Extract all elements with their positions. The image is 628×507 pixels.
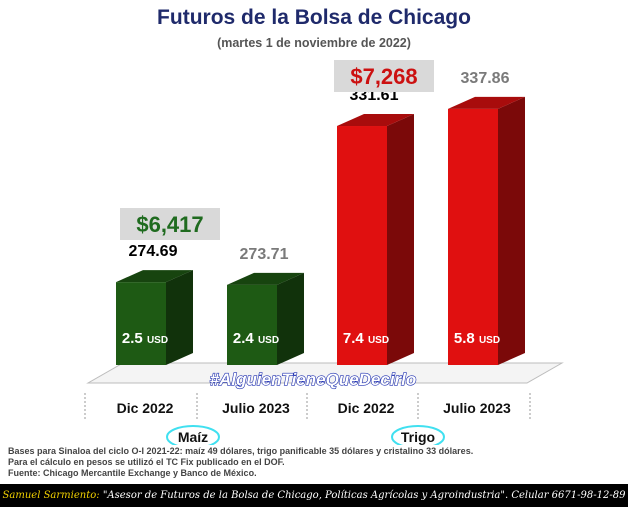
bar (448, 108, 498, 365)
callout-value: $7,268 (350, 64, 417, 89)
note-line: Fuente: Chicago Mercantile Exchange y Ba… (8, 468, 257, 478)
footer-text: "Asesor de Futuros de la Bolsa de Chicag… (102, 490, 626, 501)
bar-top (227, 272, 304, 285)
callout-box (334, 60, 434, 92)
footer-author: Samuel Sarmiento: (2, 490, 100, 501)
bar-chart: 2.5 USD 274.69 Dic 2022 2.4 USD 273.71 Julio … (84, 60, 564, 445)
chart-notes: Bases para Sinaloa del ciclo O-I 2021-22… (8, 446, 620, 479)
bar (337, 126, 387, 365)
x-tick-label: Julio 2023 (443, 400, 511, 416)
chart-title: Futuros de la Bolsa de Chicago (157, 6, 471, 29)
bar-top (448, 96, 525, 109)
bar-inner-label: 5.8 USD (454, 330, 500, 347)
note-line: Para el cálculo en pesos se utilizó el T… (8, 457, 285, 467)
bar-side (277, 272, 304, 365)
bar-inner-label: 2.4 USD (233, 330, 279, 347)
value-label: 337.86 (461, 70, 510, 87)
bar-top (337, 114, 414, 127)
bar-side (498, 96, 525, 365)
x-tick-label: Julio 2023 (222, 400, 290, 416)
callout-value: $6,417 (136, 212, 203, 237)
value-label: 273.71 (240, 246, 289, 263)
x-tick-label: Dic 2022 (117, 400, 174, 416)
group-label: Maíz (178, 429, 208, 445)
group-ellipse (391, 425, 445, 445)
x-tick-label: Dic 2022 (338, 400, 395, 416)
bar-inner-label: 7.4 USD (343, 330, 389, 347)
group-label: Trigo (401, 429, 435, 445)
callout-box (120, 208, 220, 240)
bar-top (116, 270, 193, 283)
value-label: 274.69 (129, 243, 178, 260)
bar-inner-label: 2.5 USD (122, 330, 168, 347)
bar (116, 282, 166, 365)
footer-banner: Samuel Sarmiento: "Asesor de Futuros de … (0, 484, 628, 507)
note-line: Bases para Sinaloa del ciclo O-I 2021-22… (8, 446, 474, 456)
chart-floor (86, 362, 564, 384)
bar-side (166, 270, 193, 365)
watermark: #AlguienTieneQueDecirlo (210, 370, 417, 389)
bar (227, 284, 277, 365)
bar-side (387, 114, 414, 365)
chart-subtitle: (martes 1 de noviembre de 2022) (217, 36, 411, 50)
group-ellipse (166, 425, 220, 445)
